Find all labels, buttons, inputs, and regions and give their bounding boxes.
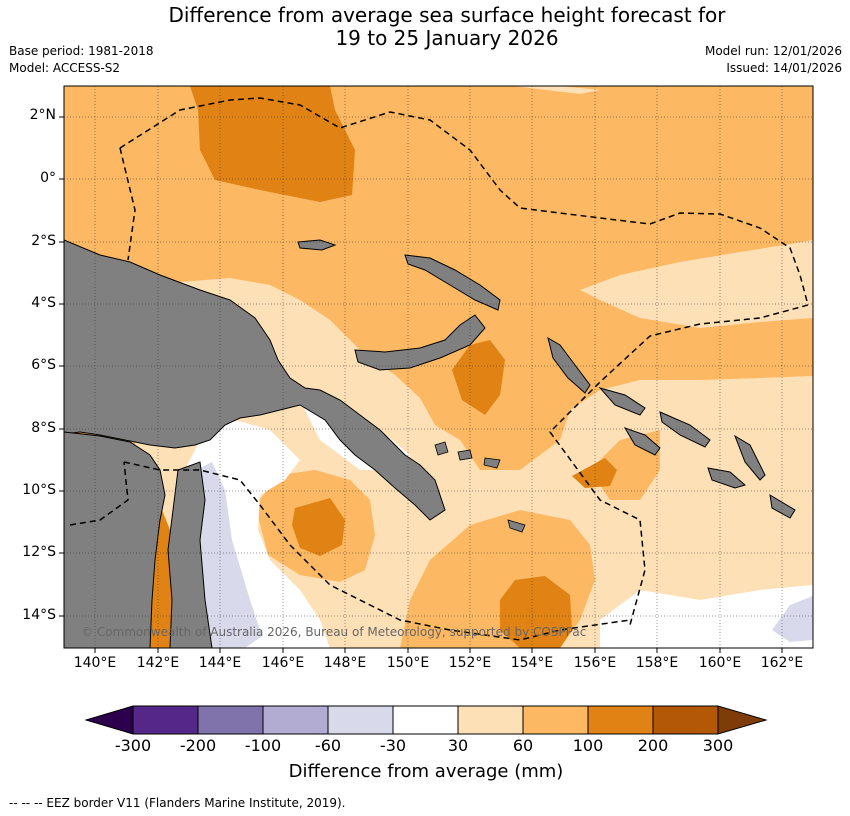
model-run: Model run: 12/01/2026	[704, 44, 842, 58]
lon-label-156e: 156°E	[573, 655, 617, 671]
lon-label-158e: 158°E	[635, 655, 679, 671]
colorbar-bin-9	[653, 706, 718, 734]
land-bougainville	[547, 336, 591, 394]
colorbar-bin-5	[393, 706, 458, 734]
lon-label-146e: 146°E	[261, 655, 305, 671]
colorbar-bin-7	[523, 706, 588, 734]
contour-100-200-solomon-sea	[452, 340, 505, 415]
lon-label-154e: 154°E	[510, 655, 554, 671]
colorbar-extend-min	[84, 705, 134, 735]
axis-ticks	[59, 116, 783, 653]
lon-label-152e: 152°E	[448, 655, 492, 671]
meta-left: Base period: 1981-2018 Model: ACCESS-S2	[9, 43, 154, 77]
lat-label-10s: 10°S	[22, 482, 56, 498]
colorbar-tick-neg60: -60	[314, 736, 342, 755]
lon-label-150e: 150°E	[386, 655, 430, 671]
lat-label-2n: 2°N	[29, 107, 56, 123]
contour-30-60-northeast	[513, 86, 813, 328]
lat-label-14s: 14°S	[22, 607, 56, 623]
colorbar-tick-neg300: -300	[114, 736, 152, 755]
colorbar-bin-1	[133, 706, 198, 734]
land-new-ireland	[404, 254, 501, 311]
lon-label-144e: 144°E	[198, 655, 242, 671]
lon-label-148e: 148°E	[323, 655, 367, 671]
colorbar-tick-100: 100	[572, 736, 604, 755]
contour-100-200-south	[500, 576, 572, 648]
base-period: Base period: 1981-2018	[9, 44, 154, 58]
model-name: Model: ACCESS-S2	[9, 61, 121, 75]
lon-label-162e: 162°E	[760, 655, 804, 671]
map-frame	[63, 85, 814, 649]
colorbar-tick-300: 300	[702, 736, 734, 755]
eez-borders	[69, 97, 809, 641]
colorbar-frame	[132, 705, 719, 735]
eez-legend-footer: -- -- -- EEZ border V11 (Flanders Marine…	[9, 796, 346, 810]
colorbar-tick-200: 200	[637, 736, 669, 755]
colorbar-bin-4	[328, 706, 393, 734]
colorbar-bin-3	[263, 706, 328, 734]
copyright-notice: © Commonwealth of Australia 2026, Bureau…	[81, 625, 587, 639]
lat-label-12s: 12°S	[22, 544, 56, 560]
colorbar-tick-neg100: -100	[244, 736, 282, 755]
colorbar-tick-60: 60	[512, 736, 534, 755]
colorbar-tick-neg200: -200	[179, 736, 217, 755]
colorbar-extend-max	[717, 705, 768, 735]
colorbar-bin-6	[458, 706, 523, 734]
land-new-britain	[354, 314, 486, 371]
title-line-2: 19 to 25 January 2026	[335, 26, 559, 50]
lat-label-6s: 6°S	[31, 357, 56, 373]
colorbar	[84, 705, 768, 735]
lon-label-142e: 142°E	[136, 655, 180, 671]
lat-label-2s: 2°S	[31, 233, 56, 249]
contour-100-200-coral-sea	[292, 498, 345, 556]
map-grid	[64, 86, 813, 648]
meta-right: Model run: 12/01/2026 Issued: 14/01/2026	[705, 43, 842, 77]
colorbar-title: Difference from average (mm)	[288, 761, 564, 782]
issued-date: Issued: 14/01/2026	[726, 61, 842, 75]
land-manus	[297, 239, 337, 251]
land-new-guinea	[64, 239, 446, 521]
colorbar-tick-30: 30	[447, 736, 469, 755]
lat-label-0: 0°	[40, 170, 56, 186]
neutral-zone-southeast	[600, 585, 813, 648]
land-australia-cape-york	[64, 431, 166, 648]
lat-label-8s: 8°S	[31, 420, 56, 436]
colorbar-bin-2	[198, 706, 263, 734]
chart-title: Difference from average sea surface heig…	[0, 4, 850, 50]
contour-100-200-solomons	[572, 458, 617, 488]
negative-zone-west	[196, 462, 262, 648]
title-line-1: Difference from average sea surface heig…	[168, 3, 726, 27]
lat-label-4s: 4°S	[31, 295, 56, 311]
land-solomon-islands	[598, 387, 796, 519]
negative-zone-east	[772, 596, 813, 642]
contour-100-200-north	[190, 86, 355, 202]
lon-label-140e: 140°E	[73, 655, 117, 671]
land-dentrecasteaux	[434, 441, 526, 533]
lon-label-160e: 160°E	[698, 655, 742, 671]
map-plot-area	[64, 86, 813, 648]
land-cape-york-peninsula	[167, 461, 213, 648]
colorbar-bin-8	[588, 706, 653, 734]
colorbar-tick-neg30: -30	[379, 736, 407, 755]
